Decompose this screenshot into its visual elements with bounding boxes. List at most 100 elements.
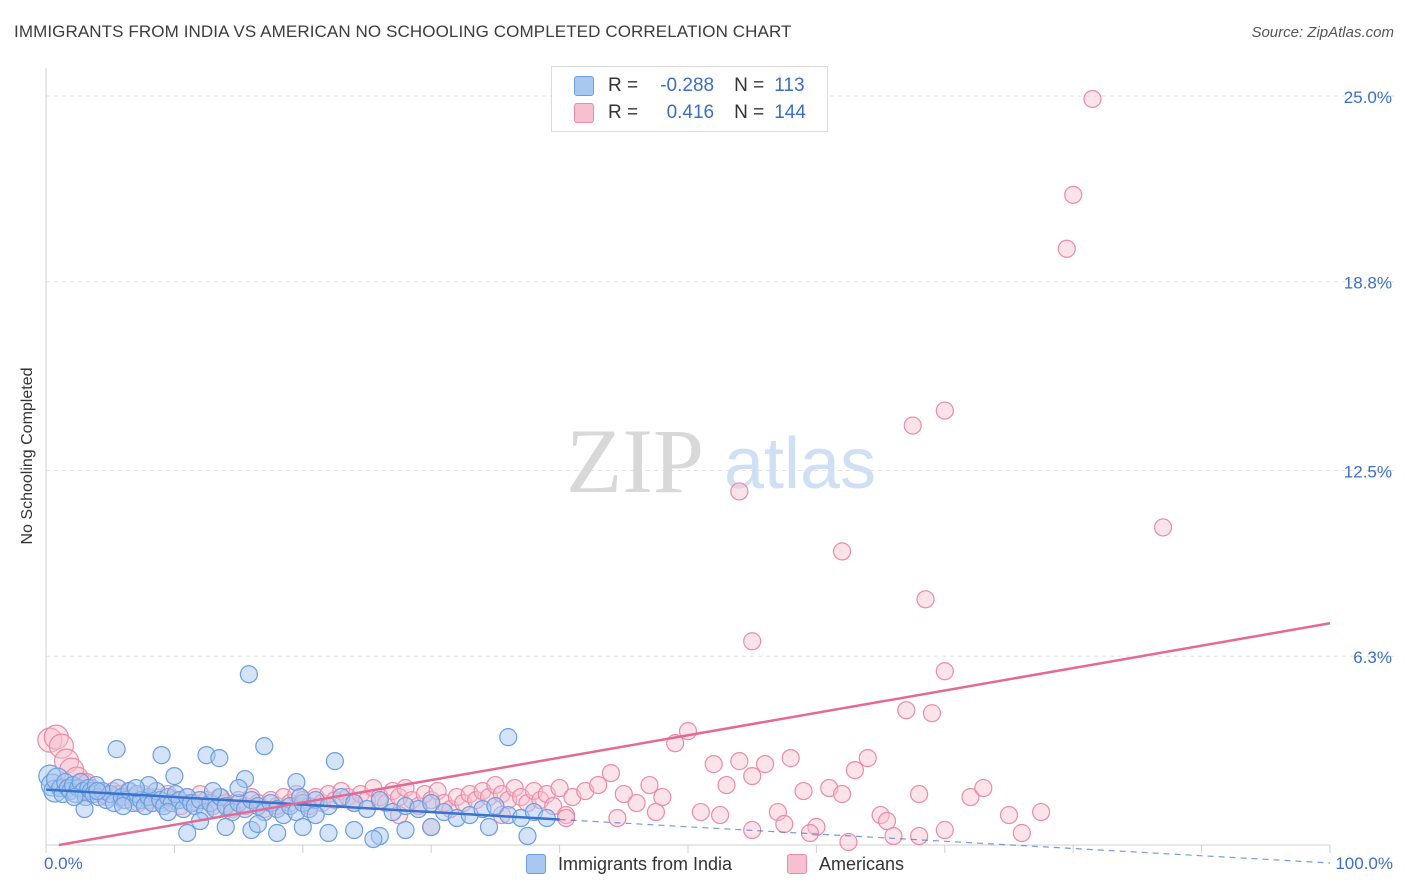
americans-point (935, 401, 954, 420)
americans-point (743, 766, 762, 786)
india-point (306, 805, 325, 825)
legend-row-americans: R = 0.416 N = 144 (574, 101, 806, 125)
americans-point (832, 542, 852, 561)
americans-point (775, 814, 794, 834)
india-point (107, 740, 126, 759)
india-point (287, 772, 306, 792)
americans-point (1031, 802, 1051, 822)
bottom-legend-india: Immigrants from India (526, 852, 732, 876)
americans-point (910, 826, 929, 846)
americans-point (897, 701, 916, 720)
watermark-atlas: atlas (724, 424, 876, 504)
legend-row-india: R = -0.288 N = 113 (574, 74, 805, 98)
legend-r-label: R = (608, 102, 639, 123)
india-point (203, 781, 223, 801)
india-point (518, 826, 537, 846)
watermark-zip: ZIP (566, 410, 704, 512)
americans-point (601, 763, 621, 783)
americans-point (1057, 239, 1076, 258)
india-point (499, 728, 518, 747)
americans-point (627, 793, 646, 813)
india-point (422, 817, 441, 837)
y-tick-labels: 6.3% 12.5% 18.8% 25.0% (1344, 88, 1392, 667)
americans-point (999, 805, 1019, 825)
bottom-legend-swatch-india (526, 854, 546, 874)
legend-n-label: N = (734, 75, 765, 96)
legend-r-value-americans: 0.416 (666, 102, 715, 123)
legend-r-label: R = (608, 75, 639, 96)
americans-point (1153, 518, 1173, 537)
y-tick-label: 25.0% (1344, 88, 1392, 107)
india-trend-line (45, 788, 560, 821)
bottom-legend-label-india: Immigrants from India (558, 853, 733, 874)
india-point (479, 817, 499, 837)
india-point (268, 823, 287, 843)
x-tick-label-max: 100.0% (1335, 854, 1393, 873)
india-point (216, 817, 235, 837)
americans-point (730, 482, 749, 501)
americans-point (608, 808, 627, 828)
americans-point (556, 808, 576, 828)
india-point (325, 752, 344, 771)
watermark: ZIP atlas (566, 410, 876, 512)
americans-point (1083, 89, 1102, 109)
americans-point (646, 802, 666, 822)
americans-point (922, 704, 942, 723)
india-point (75, 799, 94, 819)
bottom-legend-americans: Americans (787, 852, 904, 876)
americans-point (832, 784, 852, 804)
americans-point (781, 749, 800, 768)
india-point (165, 766, 184, 786)
india-point (396, 820, 415, 840)
americans-point (653, 787, 672, 807)
americans-point (37, 727, 63, 753)
americans-point (974, 778, 993, 798)
americans-point (916, 590, 935, 609)
americans-point (614, 784, 633, 804)
india-point (239, 665, 258, 684)
americans-point (961, 787, 980, 807)
americans-point (884, 826, 903, 846)
americans-point (903, 416, 922, 435)
legend-r-value-india: -0.288 (660, 75, 715, 96)
americans-point (550, 778, 569, 798)
bottom-legend-swatch-americans (787, 854, 807, 874)
americans-point (839, 832, 858, 852)
americans-point (505, 778, 524, 798)
grid-lines (46, 95, 1395, 657)
correlation-legend: R = -0.288 N = 113 R = 0.416 N = 144 (551, 66, 828, 132)
americans-point (845, 760, 865, 780)
india-point (319, 823, 338, 843)
india-trend-extension (559, 818, 1331, 864)
india-point (152, 746, 171, 765)
americans-point (877, 811, 897, 831)
legend-n-value-india: 113 (774, 75, 805, 96)
americans-point (858, 749, 877, 768)
india-points (38, 665, 556, 849)
americans-point (730, 752, 749, 771)
legend-swatch-americans (574, 103, 594, 123)
source-credit: Source: ZipAtlas.com (1251, 24, 1394, 41)
india-point (248, 814, 267, 834)
y-tick-label: 18.8% (1344, 274, 1392, 293)
chart-title: IMMIGRANTS FROM INDIA VS AMERICAN NO SCH… (14, 22, 792, 41)
americans-point (1012, 823, 1031, 843)
india-point (364, 829, 383, 849)
americans-point (717, 775, 736, 795)
india-point (178, 823, 197, 843)
americans-point (1064, 185, 1083, 204)
y-axis-label: No Schooling Completed (19, 367, 36, 545)
americans-point (486, 775, 505, 795)
india-point (255, 737, 274, 756)
india-point (126, 778, 145, 798)
india-point (345, 820, 364, 840)
americans-point (755, 755, 775, 774)
americans-trend-line (58, 622, 1331, 847)
americans-point (704, 755, 723, 774)
legend-n-label: N = (734, 102, 765, 123)
x-tick-labels: 0.0% 100.0% (44, 854, 1393, 873)
americans-point (640, 775, 659, 795)
india-point (113, 796, 133, 816)
americans-point (743, 632, 762, 651)
